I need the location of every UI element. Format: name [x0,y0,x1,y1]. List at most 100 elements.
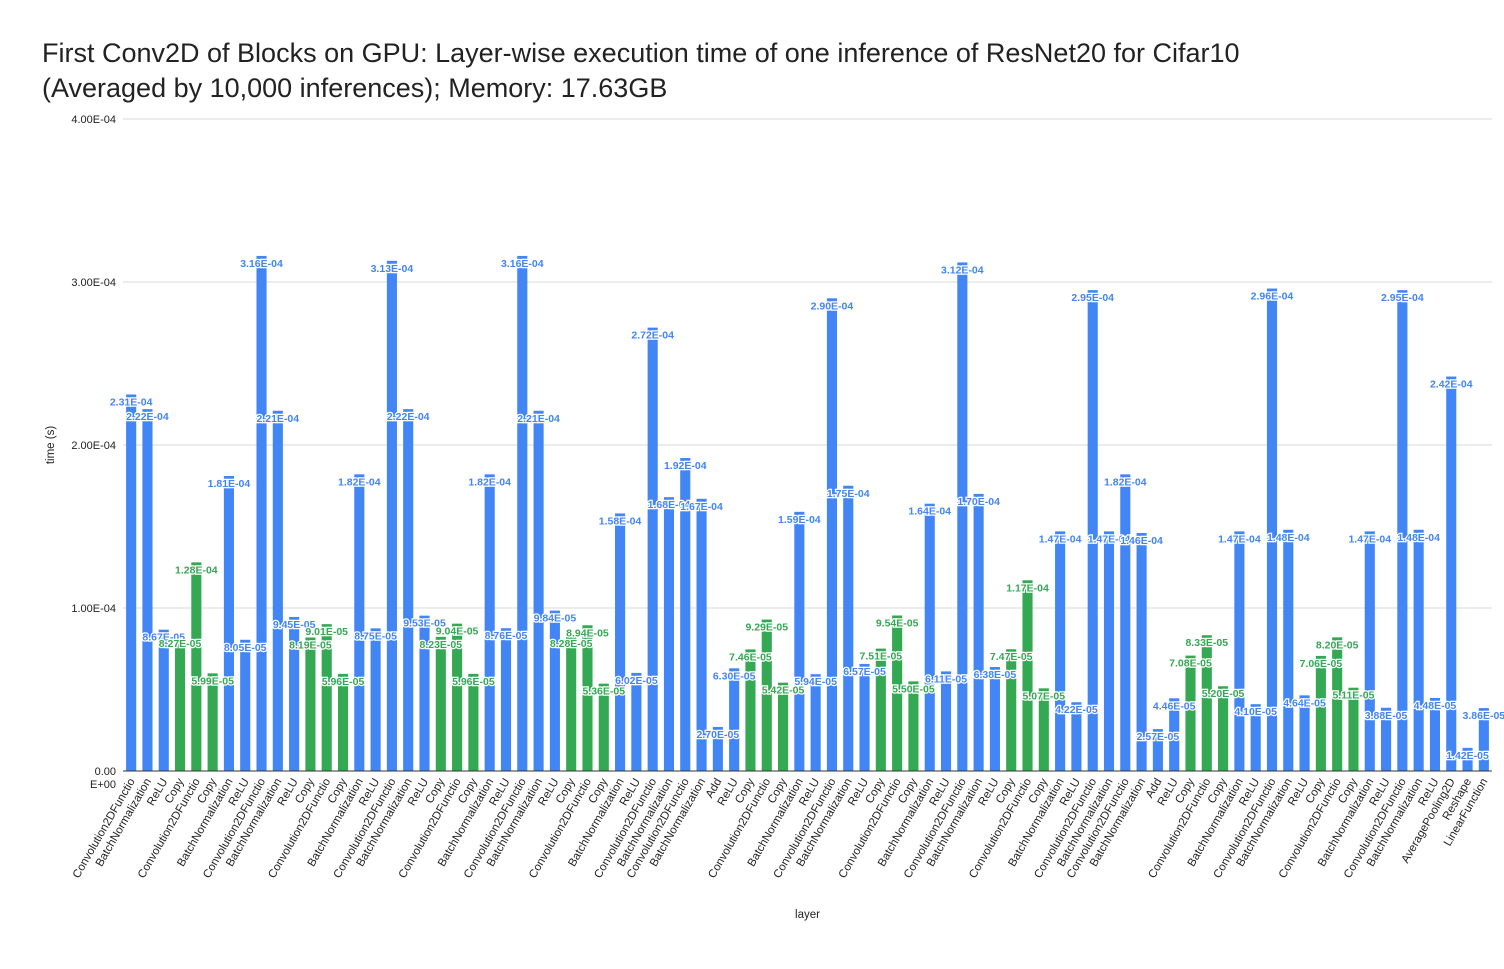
bar-41 [794,511,805,771]
data-label-41: 1.59E-04 [778,514,821,526]
data-label-66: 8.33E-05 [1185,637,1228,649]
bar-35 [696,498,707,771]
data-label-8: 3.16E-04 [240,258,283,270]
data-label-62: 1.46E-04 [1120,535,1163,547]
bar-66 [1201,635,1212,771]
bar-54 [1006,649,1017,771]
bar-48 [908,681,919,771]
bar-67 [1218,686,1229,771]
data-label-7: 8.05E-05 [224,642,267,654]
bar-49 [924,503,935,771]
data-label-32: 2.72E-04 [631,330,674,342]
bar-71 [1283,529,1294,771]
data-label-24: 3.16E-04 [501,258,544,270]
data-label-75: 5.11E-05 [1332,690,1374,702]
data-label-3: 8.27E-05 [159,638,202,650]
bar-0 [126,394,137,771]
data-label-26: 9.84E-05 [534,613,577,625]
data-label-73: 7.06E-05 [1300,658,1343,670]
data-label-74: 8.20E-05 [1316,639,1359,651]
bar-26 [549,610,560,771]
data-label-42: 5.94E-05 [794,676,837,688]
bar-59 [1087,290,1098,771]
bar-11 [305,637,316,771]
data-label-22: 1.82E-04 [468,476,511,488]
data-label-69: 4.10E-05 [1234,706,1277,718]
data-label-80: 4.48E-05 [1414,700,1457,712]
bar-83 [1478,708,1489,771]
data-label-58: 4.22E-05 [1055,704,1098,716]
bar-14 [354,474,365,771]
bar-77 [1381,707,1392,771]
data-label-28: 8.94E-05 [566,627,609,639]
bar-78 [1397,290,1408,771]
bar-63 [1152,729,1163,771]
data-label-57: 1.47E-04 [1039,533,1082,545]
bar-80 [1429,697,1441,771]
data-label-46: 7.51E-05 [860,651,903,663]
bar-5 [207,673,218,771]
data-label-38: 7.46E-05 [729,651,772,663]
bar-38 [745,649,756,771]
bar-74 [1332,637,1343,771]
data-label-79: 1.48E-04 [1397,532,1440,544]
x-axis-title: layer [795,909,820,921]
data-label-59: 2.95E-04 [1071,292,1114,304]
x-axis-category-labels: Convolution2DFunctioBatchNormalizationRe… [71,776,1491,880]
data-label-18: 9.53E-05 [403,618,446,630]
bar-70 [1266,288,1278,771]
bar-6 [223,475,234,771]
bar-34 [680,458,691,771]
bar-64 [1169,698,1180,771]
bar-53 [989,667,1000,771]
bar-18 [419,615,430,771]
data-label-82: 1.42E-05 [1446,750,1489,762]
data-label-50: 6.11E-05 [925,673,967,685]
bar-51 [957,262,968,771]
data-label-56: 5.07E-05 [1023,690,1066,702]
data-label-25: 2.21E-04 [517,413,560,425]
bar-17 [403,409,414,771]
bar-46 [875,648,886,771]
bar-25 [533,410,544,771]
bar-19 [435,636,446,771]
data-label-13: 5.96E-05 [322,676,365,688]
bar-12 [321,624,332,771]
data-label-29: 5.36E-05 [582,686,625,698]
bar-36 [712,726,723,771]
data-label-31: 6.02E-05 [615,675,658,687]
data-label-60: 1.47E-04 [1088,533,1131,545]
data-label-30: 1.58E-04 [599,515,642,527]
data-label-15: 8.75E-05 [354,630,397,642]
bar-47 [892,615,903,771]
y-tick-label-2: 2.00E-04 [71,440,116,452]
bar-24 [517,255,528,772]
bar-2 [158,629,169,771]
y-axis-ticks: 0.00 E+00 1.00E-04 2.00E-04 3.00E-04 4.00E-04 [71,114,116,791]
data-label-21: 5.96E-05 [452,676,495,688]
bar-52 [973,493,984,771]
chart-title: First Conv2D of Blocks on GPU: Layer-wis… [42,36,1482,106]
data-label-34: 1.92E-04 [664,460,707,472]
bar-68 [1234,531,1245,771]
data-label-53: 6.38E-05 [974,669,1017,681]
data-label-12: 9.01E-05 [305,626,348,638]
bar-28 [582,625,593,771]
bar-73 [1315,655,1326,771]
bar-9 [272,410,283,771]
bar-29 [598,683,609,771]
data-label-5: 5.99E-05 [191,675,234,687]
bar-81 [1446,376,1457,771]
bar-33 [663,497,675,771]
data-label-20: 9.04E-05 [436,626,479,638]
data-label-67: 5.20E-05 [1202,688,1245,700]
data-label-44: 1.75E-04 [827,488,870,500]
bar-57 [1055,531,1066,771]
data-label-48: 5.50E-05 [892,683,935,695]
data-label-35: 1.67E-04 [680,501,723,513]
data-label-23: 8.76E-05 [485,630,528,642]
bar-45 [859,663,870,771]
data-label-4: 1.28E-04 [175,564,218,576]
data-label-9: 2.21E-04 [257,413,300,425]
